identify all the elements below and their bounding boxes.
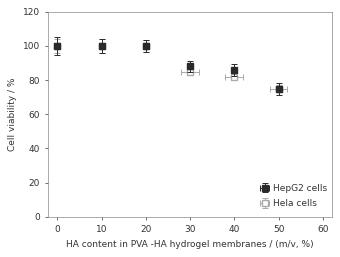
Y-axis label: Cell viability / %: Cell viability / % (8, 78, 17, 151)
Legend: HepG2 cells, Hela cells: HepG2 cells, Hela cells (260, 184, 327, 208)
X-axis label: HA content in PVA -HA hydrogel membranes / (m/v, %): HA content in PVA -HA hydrogel membranes… (66, 240, 314, 249)
